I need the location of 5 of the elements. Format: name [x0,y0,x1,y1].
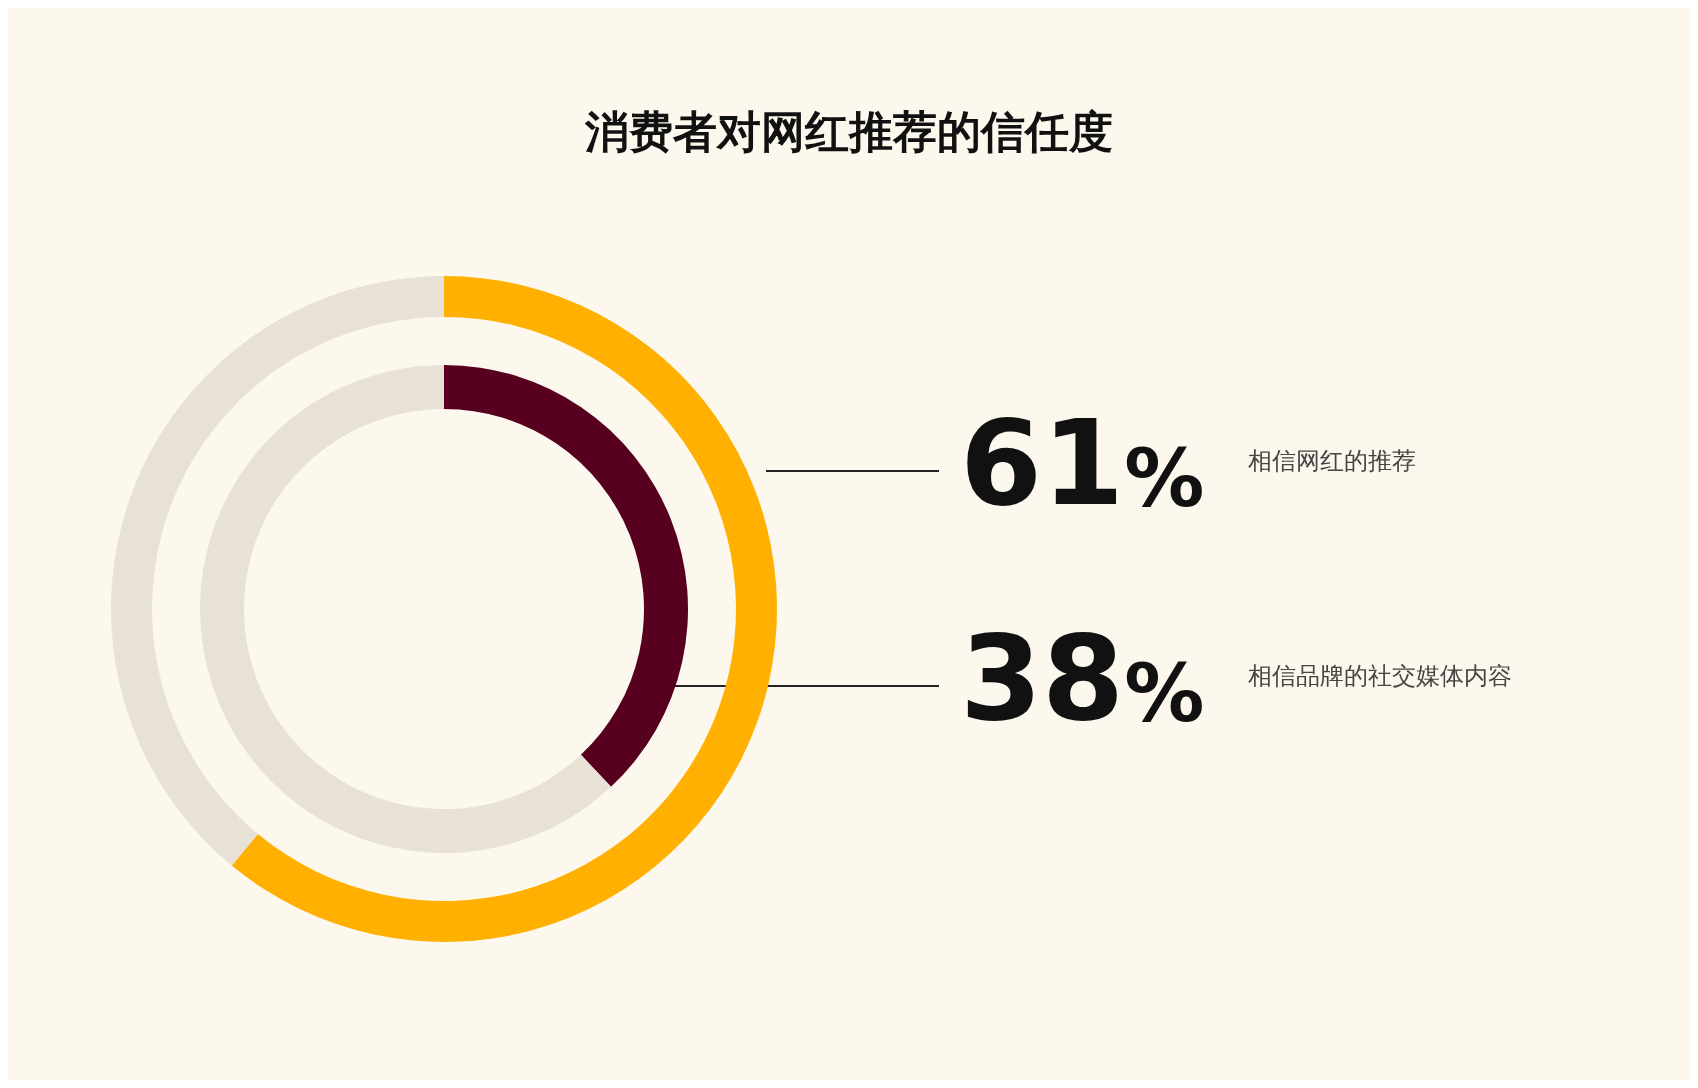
slice-label: 相信品牌的社交媒体内容 [1248,662,1512,690]
chart-title: 消费者对网红推荐的信任度 [584,105,1113,157]
slice-label: 相信网红的推荐 [1248,447,1416,475]
data-label: 61% [960,394,1205,532]
data-label: 38% [960,609,1205,747]
